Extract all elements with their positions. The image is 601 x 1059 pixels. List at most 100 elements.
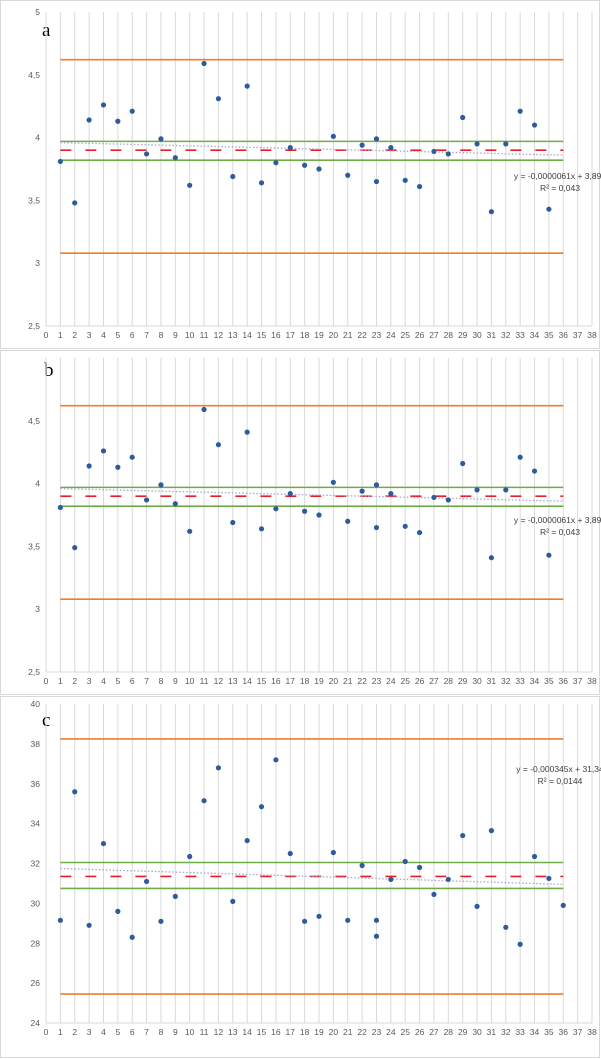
data-point xyxy=(287,491,293,497)
x-tick-label: 8 xyxy=(159,330,164,340)
chart-a-svg: a 2,533,544,5501234567891011121314151617… xyxy=(0,0,601,349)
data-point xyxy=(187,853,193,860)
x-tick-label: 25 xyxy=(400,1027,410,1037)
data-point xyxy=(531,122,538,128)
x-tick-label: 20 xyxy=(329,676,339,686)
data-point xyxy=(158,136,164,142)
y-tick-label: 3,5 xyxy=(28,541,40,551)
data-point xyxy=(172,501,178,507)
x-tick-label: 14 xyxy=(242,330,252,340)
data-point xyxy=(57,917,63,923)
x-tick-label: 4 xyxy=(101,1027,106,1037)
data-point xyxy=(57,504,63,511)
x-tick-label: 12 xyxy=(214,330,224,340)
data-point xyxy=(215,96,222,102)
y-tick-label: 4 xyxy=(35,479,40,489)
x-tick-label: 13 xyxy=(228,676,238,686)
x-tick-label: 38 xyxy=(587,1027,597,1037)
x-tick-label: 10 xyxy=(185,1027,195,1037)
x-tick-label: 15 xyxy=(257,330,267,340)
data-point xyxy=(402,177,408,183)
x-tick-label: 20 xyxy=(329,1027,339,1037)
x-tick-label: 18 xyxy=(300,330,310,340)
data-point xyxy=(316,913,322,919)
x-tick-label: 9 xyxy=(173,330,178,340)
x-tick-label: 10 xyxy=(185,676,195,686)
x-tick-label: 20 xyxy=(329,330,339,340)
r-squared-label: R² = 0,0144 xyxy=(538,776,583,786)
x-tick-label: 5 xyxy=(115,676,120,686)
data-point xyxy=(460,114,466,121)
x-tick-label: 2 xyxy=(72,330,77,340)
x-tick-label: 18 xyxy=(300,1027,310,1037)
x-tick-label: 0 xyxy=(44,1027,49,1037)
data-point xyxy=(230,898,236,904)
data-point xyxy=(258,526,265,532)
x-tick-label: 28 xyxy=(444,330,454,340)
data-points-c xyxy=(57,757,566,947)
data-point xyxy=(244,83,250,89)
gridlines-b xyxy=(45,358,593,672)
data-point xyxy=(230,173,236,180)
y-tick-label: 38 xyxy=(31,739,41,749)
r-squared-label: R² = 0,043 xyxy=(540,183,580,193)
data-point xyxy=(244,429,250,435)
x-tick-labels-a: 0 1 2 3 4 5 6 7 8 9 10 11 12 13 14 15 16 17 18 19 20 21 22 23 24… xyxy=(44,330,597,340)
data-point xyxy=(86,117,92,123)
data-point xyxy=(143,497,150,503)
data-point xyxy=(373,178,380,185)
data-point xyxy=(388,145,394,151)
x-tick-label: 0 xyxy=(44,676,49,686)
data-point xyxy=(273,160,279,166)
data-point xyxy=(445,151,451,157)
data-point xyxy=(517,941,523,947)
data-point xyxy=(531,853,538,860)
x-tick-label: 30 xyxy=(472,1027,482,1037)
data-point xyxy=(474,487,480,493)
x-tick-label: 12 xyxy=(214,676,224,686)
data-point xyxy=(546,552,552,558)
x-tick-label: 17 xyxy=(286,1027,296,1037)
x-tick-label: 6 xyxy=(130,676,135,686)
y-tick-label: 28 xyxy=(31,938,41,948)
y-tick-label: 5 xyxy=(35,7,40,17)
data-point xyxy=(100,448,107,454)
y-tick-label: 3 xyxy=(35,258,40,268)
data-point xyxy=(488,555,495,561)
x-tick-label: 31 xyxy=(487,1027,497,1037)
chart-b-svg: b 2,533,544,50 1 2 3 4 5 6 7 8 9 10 11 12 13 14 15 16 17 1… xyxy=(0,350,601,695)
x-tick-label: 34 xyxy=(530,1027,540,1037)
data-point xyxy=(416,864,423,871)
data-point xyxy=(215,765,222,771)
y-tick-labels-c: 24 26 28 30 32 34 36 38 40 xyxy=(31,699,41,1028)
x-tick-label: 24 xyxy=(386,676,396,686)
x-tick-label: 16 xyxy=(271,676,281,686)
x-tick-label: 5 xyxy=(115,330,120,340)
x-tick-label: 1 xyxy=(58,1027,63,1037)
x-tick-labels-b: 0 1 2 3 4 5 6 7 8 9 10 11 12 13 14 15 16 17 18 19 20 21 22 23 24… xyxy=(44,676,597,686)
data-point xyxy=(330,133,336,139)
y-tick-label: 36 xyxy=(31,779,41,789)
data-point xyxy=(187,528,193,534)
x-tick-label: 36 xyxy=(559,1027,569,1037)
data-point xyxy=(560,902,566,908)
data-point xyxy=(143,151,150,157)
trendline xyxy=(60,487,564,502)
x-tick-label: 14 xyxy=(242,1027,252,1037)
data-point xyxy=(258,180,265,186)
x-tick-label: 8 xyxy=(159,676,164,686)
x-tick-label: 33 xyxy=(515,330,525,340)
x-tick-label: 6 xyxy=(130,330,135,340)
data-point xyxy=(402,523,408,529)
x-tick-label: 34 xyxy=(530,676,540,686)
x-tick-label: 26 xyxy=(415,1027,425,1037)
x-tick-label: 30 xyxy=(472,330,482,340)
x-tick-label: 17 xyxy=(286,676,296,686)
data-point xyxy=(431,891,437,898)
data-point xyxy=(244,837,250,844)
data-point xyxy=(460,832,466,839)
x-tick-label: 6 xyxy=(130,1027,135,1037)
x-tick-label: 16 xyxy=(271,330,281,340)
data-point xyxy=(359,862,365,869)
x-tick-label: 38 xyxy=(587,676,597,686)
